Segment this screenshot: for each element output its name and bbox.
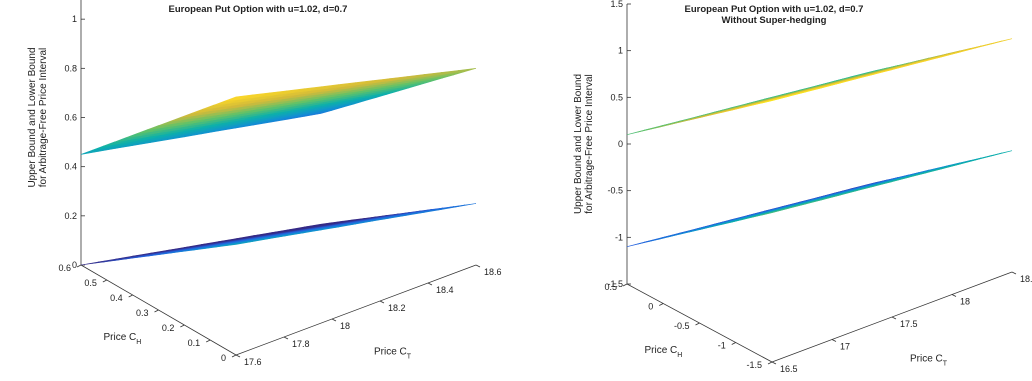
z-tick-label: -1.5: [607, 279, 623, 289]
chart-title: European Put Option with u=1.02, d=0.7 W…: [516, 4, 1032, 26]
x-tick-mark: [891, 316, 897, 320]
y-tick-mark: [767, 361, 773, 365]
surface-lower: [80, 203, 477, 266]
y-tick-label: 0.3: [136, 308, 149, 318]
chart-title-text: European Put Option with u=1.02, d=0.7: [168, 4, 348, 15]
z-axis-label: Upper Bound and Lower Boundfor Arbitrage…: [27, 47, 49, 187]
y-tick-label: 0.5: [604, 282, 617, 292]
z-axis-label-line2: for Arbitrage-Free Price Interval: [38, 48, 49, 188]
surface-patch: [80, 147, 110, 155]
z-tick-label: 0.4: [64, 162, 77, 172]
y-tick-label: 0.5: [84, 278, 97, 288]
chart-panel-2: European Put Option with u=1.02, d=0.7 W…: [516, 0, 1032, 381]
x-tick-mark: [771, 361, 777, 365]
x-axis-label: Price CT: [910, 354, 948, 368]
y-tick-label: -1.5: [746, 360, 762, 370]
y-axis-label-sub: H: [136, 339, 141, 346]
y-tick-mark: [128, 294, 133, 298]
x-tick-mark: [283, 336, 289, 340]
z-tick-label: 0.5: [610, 92, 623, 102]
surface-patch: [984, 38, 1013, 46]
y-axis-label: Price CH: [104, 332, 142, 346]
x-tick-mark: [951, 294, 957, 297]
x-axis-label-sub: T: [943, 360, 948, 367]
x-tick-label: 18.2: [388, 303, 406, 313]
z-tick-label: 0.8: [64, 63, 77, 73]
x-tick-mark: [235, 354, 241, 358]
surface-plot: 17.6 17.8 18 18.2 18.4 18.6 0 0.1 0.2 0.3 0.4 0.5 0.…: [27, 0, 502, 367]
y-tick-mark: [731, 342, 736, 345]
x-tick-mark: [1011, 271, 1017, 275]
y-tick-label: -1: [718, 341, 726, 351]
z-axis-label-line1: Upper Bound and Lower Bound: [573, 74, 584, 214]
surface-patch: [984, 150, 1013, 158]
surface-plot: 16.51717.51818.5-1.5-1-0.500.5-1.5-1-0.5…: [573, 0, 1032, 374]
x-tick-mark: [331, 318, 337, 322]
chart-title-text: European Put Option with u=1.02, d=0.7: [684, 4, 864, 15]
z-axis-label-line1: Upper Bound and Lower Bound: [27, 47, 38, 187]
chart-title: European Put Option with u=1.02, d=0.7: [0, 4, 516, 15]
y-tick-label: 0: [221, 353, 226, 363]
y-tick-mark: [180, 324, 185, 328]
x-tick-label: 17.5: [900, 319, 918, 329]
z-tick-label: -0.5: [607, 186, 623, 196]
z-tick-label: 1: [618, 46, 623, 56]
x-axis-label-sub: T: [407, 353, 412, 360]
y-tick-mark: [205, 339, 211, 343]
y-tick-mark: [622, 283, 628, 287]
x-tick-label: 18.4: [436, 285, 454, 295]
axes: 17.6 17.8 18 18.2 18.4 18.6 0 0.1 0.2 0.3 0.4 0.5 0.…: [27, 0, 502, 367]
z-tick-label: 1: [72, 14, 77, 24]
x-tick-mark: [427, 282, 433, 286]
y-tick-label: 0.1: [188, 338, 201, 348]
z-tick-label: 0: [72, 260, 77, 270]
y-tick-mark: [102, 279, 108, 283]
x-tick-label: 17.6: [244, 357, 262, 367]
axes: 16.51717.51818.5-1.5-1-0.500.5-1.5-1-0.5…: [573, 0, 1032, 374]
y-tick-label: 0.2: [162, 323, 175, 333]
x-tick-label: 18.5: [1020, 274, 1032, 284]
surface-upper: [80, 68, 477, 155]
x-tick-label: 17.8: [292, 339, 310, 349]
x-tick-mark: [831, 339, 837, 342]
y-tick-label: 0.6: [58, 263, 71, 273]
z-tick-label: 0.6: [64, 113, 77, 123]
x-axis-line: [235, 264, 477, 356]
x-tick-mark: [475, 264, 481, 268]
y-tick-mark: [76, 264, 82, 268]
z-tick-label: 0.2: [64, 211, 77, 221]
surface-lower: [626, 150, 1013, 247]
z-tick-label: 0: [618, 139, 623, 149]
z-tick-label: -1: [615, 232, 623, 242]
x-axis-label: Price CT: [374, 347, 412, 361]
surface-patch: [447, 68, 477, 74]
y-tick-mark: [154, 309, 159, 313]
z-axis-label-line2: for Arbitrage-Free Price Interval: [584, 74, 595, 214]
x-tick-label: 18: [960, 297, 970, 307]
surface-upper: [626, 38, 1013, 135]
surface-patch: [447, 203, 477, 209]
x-tick-mark: [379, 300, 385, 304]
x-tick-label: 18: [340, 321, 350, 331]
y-tick-label: 0.4: [110, 293, 123, 303]
chart-panel-1: European Put Option with u=1.02, d=0.7 1…: [0, 0, 516, 367]
y-tick-label: -0.5: [674, 321, 690, 331]
chart-subtitle-text: Without Super-hedging: [721, 15, 827, 26]
z-axis-label: Upper Bound and Lower Boundfor Arbitrage…: [573, 74, 595, 214]
x-tick-label: 18.6: [484, 267, 502, 277]
y-axis-label-sub: H: [677, 352, 682, 359]
x-tick-label: 17: [840, 342, 850, 352]
y-tick-mark: [695, 322, 700, 326]
y-tick-mark: [231, 354, 237, 358]
y-tick-label: 0: [648, 302, 653, 312]
x-tick-label: 16.5: [780, 364, 798, 374]
y-tick-mark: [659, 303, 664, 306]
y-axis-label: Price CH: [645, 345, 683, 359]
z-tick-label: 1.5: [610, 0, 623, 9]
